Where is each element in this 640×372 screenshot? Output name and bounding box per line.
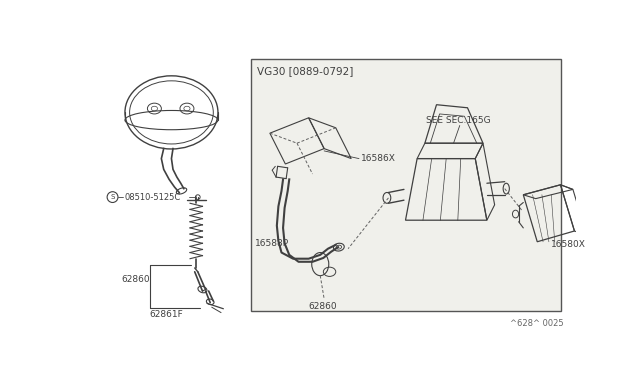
Text: 62860: 62860 (122, 275, 150, 284)
Text: 16580X: 16580X (551, 240, 586, 249)
Text: 16588P: 16588P (255, 239, 289, 248)
Text: 62861F: 62861F (150, 310, 184, 319)
Text: 16586X: 16586X (360, 154, 396, 163)
Bar (251, 59, 561, 311)
Text: S: S (110, 194, 115, 200)
Text: VG30 [0889-0792]: VG30 [0889-0792] (257, 66, 354, 76)
Text: 62860: 62860 (308, 302, 337, 311)
Text: ^628^ 0025: ^628^ 0025 (510, 319, 564, 328)
Text: SEE SEC.165G: SEE SEC.165G (426, 116, 490, 125)
Text: 08510-5125C: 08510-5125C (124, 193, 180, 202)
